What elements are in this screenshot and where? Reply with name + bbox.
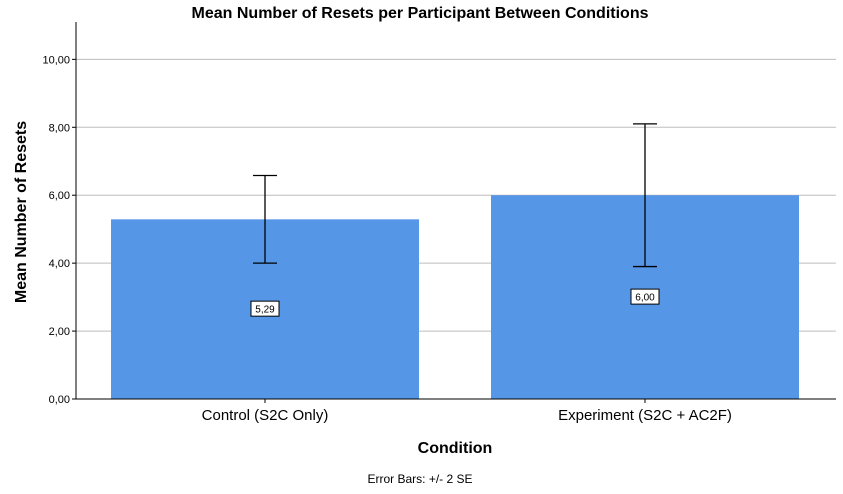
chart-title: Mean Number of Resets per Participant Be…	[192, 5, 649, 22]
y-tick-label: 2,00	[49, 326, 70, 338]
y-tick-label: 0,00	[49, 394, 70, 406]
error-bars	[253, 123, 657, 268]
data-label-box	[250, 300, 280, 317]
data-label: 6,00	[635, 293, 655, 304]
data-labels: 5,29 6,00	[250, 288, 660, 317]
error-bars-footnote: Error Bars: +/- 2 SE	[367, 472, 472, 486]
x-category-label: Control (S2C Only)	[202, 407, 329, 424]
y-tick-label: 6,00	[49, 190, 70, 202]
x-axis-title: Condition	[418, 440, 493, 457]
data-label-box	[630, 288, 660, 305]
bars	[111, 195, 799, 399]
y-axis-title: Mean Number of Resets	[13, 121, 30, 303]
data-label: 5,29	[255, 305, 275, 316]
x-category-labels: Control (S2C Only) Experiment (S2C + AC2F…	[202, 399, 732, 424]
x-category-label: Experiment (S2C + AC2F)	[558, 407, 732, 424]
y-tick-label: 4,00	[49, 258, 70, 270]
y-tick-label: 8,00	[49, 122, 70, 134]
y-tick-labels: 0,00 2,00 4,00 6,00 8,00 10,00	[42, 54, 76, 406]
y-tick-label: 10,00	[42, 54, 70, 66]
